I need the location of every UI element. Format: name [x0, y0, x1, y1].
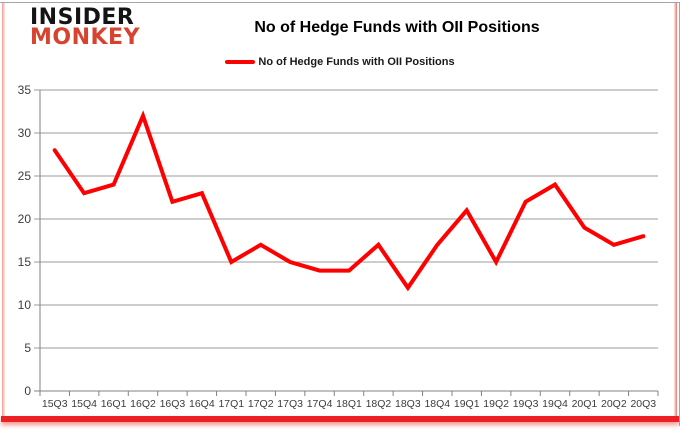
svg-text:17Q2: 17Q2: [248, 398, 274, 410]
svg-text:35: 35: [18, 83, 32, 97]
svg-text:17Q1: 17Q1: [218, 398, 244, 410]
y-axis-labels: 0 5 10 15 20 25 30 35: [18, 83, 32, 398]
svg-text:16Q3: 16Q3: [160, 398, 186, 410]
svg-text:19Q3: 19Q3: [513, 398, 539, 410]
svg-text:20Q3: 20Q3: [630, 398, 656, 410]
svg-text:16Q1: 16Q1: [101, 398, 127, 410]
logo-line-monkey: MONKEY: [30, 25, 141, 51]
gridlines: [34, 89, 658, 392]
svg-text:0: 0: [24, 384, 31, 398]
svg-text:20: 20: [18, 212, 32, 226]
svg-text:20Q2: 20Q2: [601, 398, 627, 410]
svg-text:16Q4: 16Q4: [189, 398, 215, 410]
legend-line-marker: [225, 60, 256, 64]
svg-text:25: 25: [18, 169, 32, 183]
svg-text:16Q2: 16Q2: [130, 398, 156, 410]
chart-legend: No of Hedge Funds with OII Positions: [0, 56, 680, 68]
logo-line-insider: INSIDER: [30, 5, 135, 30]
frame-border-top: [0, 2, 680, 3]
svg-text:19Q1: 19Q1: [454, 398, 480, 410]
svg-text:15Q4: 15Q4: [71, 398, 97, 410]
series-line: [52, 110, 646, 292]
svg-text:5: 5: [24, 341, 31, 355]
legend-label: No of Hedge Funds with OII Positions: [258, 56, 455, 68]
svg-text:15Q3: 15Q3: [42, 398, 68, 410]
axes: [34, 90, 659, 396]
svg-text:17Q4: 17Q4: [307, 398, 333, 410]
svg-text:15: 15: [18, 255, 32, 269]
svg-text:18Q3: 18Q3: [395, 398, 421, 410]
svg-text:19Q4: 19Q4: [542, 398, 568, 410]
svg-text:17Q3: 17Q3: [277, 398, 303, 410]
chart-title: No of Hedge Funds with OII Positions: [254, 19, 540, 36]
svg-text:18Q4: 18Q4: [424, 398, 450, 410]
x-axis-labels: 15Q3 15Q4 16Q1 16Q2 16Q3 16Q4 17Q1 17Q2 17Q3 17Q4…: [42, 398, 656, 410]
frame-border-left: [2, 3, 5, 419]
svg-text:30: 30: [18, 126, 32, 140]
svg-text:19Q2: 19Q2: [483, 398, 509, 410]
frame-border-right-red: [674, 3, 677, 419]
svg-text:18Q1: 18Q1: [336, 398, 362, 410]
insider-monkey-logo: INSIDER MONKEY: [30, 5, 141, 51]
svg-text:18Q2: 18Q2: [366, 398, 392, 410]
svg-text:10: 10: [18, 298, 32, 312]
svg-text:20Q1: 20Q1: [572, 398, 598, 410]
frame-border-bottom-red: [1, 416, 679, 422]
